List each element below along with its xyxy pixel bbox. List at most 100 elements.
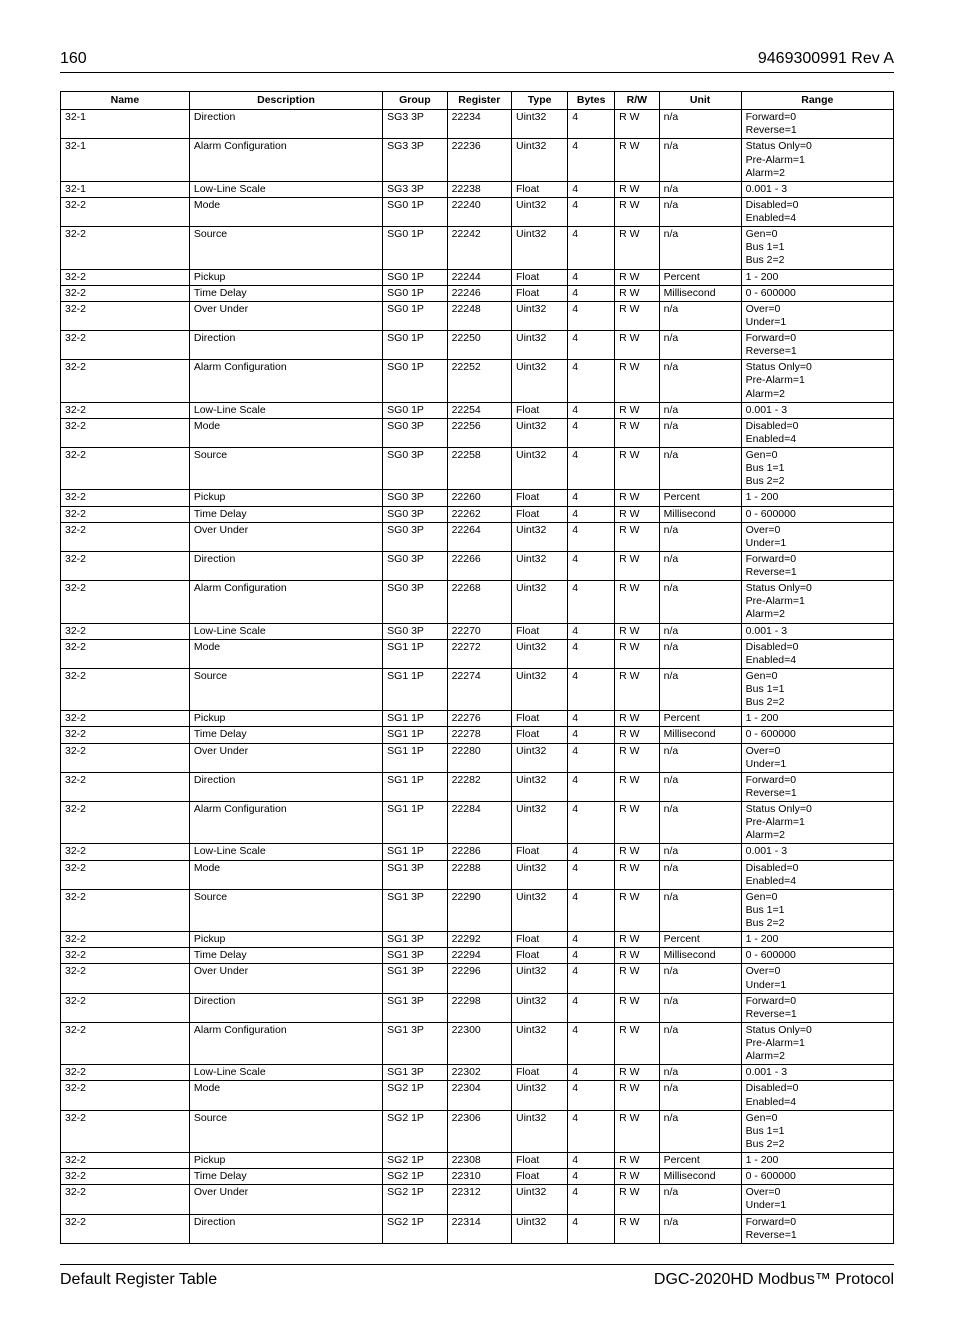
cell-type: Uint32 — [512, 1081, 568, 1110]
cell-register: 22266 — [447, 551, 511, 580]
cell-group: SG2 1P — [383, 1214, 447, 1243]
cell-unit: Millisecond — [659, 948, 741, 964]
table-row: 32-1Alarm ConfigurationSG3 3P22236Uint32… — [61, 139, 894, 181]
cell-name: 32-2 — [61, 932, 190, 948]
cell-range: Over=0 Under=1 — [741, 1185, 893, 1214]
cell-rw: R W — [615, 331, 660, 360]
cell-group: SG1 3P — [383, 993, 447, 1022]
table-row: 32-2Low-Line ScaleSG0 1P22254Float4R Wn/… — [61, 402, 894, 418]
cell-name: 32-2 — [61, 227, 190, 269]
cell-description: Alarm Configuration — [189, 360, 382, 402]
cell-group: SG0 3P — [383, 551, 447, 580]
table-row: 32-2Over UnderSG0 3P22264Uint324R Wn/aOv… — [61, 522, 894, 551]
cell-name: 32-2 — [61, 639, 190, 668]
cell-rw: R W — [615, 139, 660, 181]
cell-register: 22244 — [447, 269, 511, 285]
table-row: 32-2Over UnderSG0 1P22248Uint324R Wn/aOv… — [61, 301, 894, 330]
table-row: 32-2PickupSG1 1P22276Float4R WPercent1 -… — [61, 711, 894, 727]
cell-register: 22306 — [447, 1110, 511, 1152]
cell-name: 32-2 — [61, 1081, 190, 1110]
cell-name: 32-1 — [61, 110, 190, 139]
cell-type: Uint32 — [512, 448, 568, 490]
cell-rw: R W — [615, 227, 660, 269]
table-row: 32-2Time DelaySG1 1P22278Float4R WMillis… — [61, 727, 894, 743]
table-row: 32-2Low-Line ScaleSG0 3P22270Float4R Wn/… — [61, 623, 894, 639]
cell-description: Source — [189, 1110, 382, 1152]
cell-register: 22254 — [447, 402, 511, 418]
table-row: 32-2Over UnderSG1 3P22296Uint324R Wn/aOv… — [61, 964, 894, 993]
cell-register: 22314 — [447, 1214, 511, 1243]
cell-name: 32-2 — [61, 506, 190, 522]
table-row: 32-2Time DelaySG0 3P22262Float4R WMillis… — [61, 506, 894, 522]
cell-register: 22294 — [447, 948, 511, 964]
cell-name: 32-2 — [61, 331, 190, 360]
cell-bytes: 4 — [568, 1110, 615, 1152]
cell-bytes: 4 — [568, 623, 615, 639]
cell-rw: R W — [615, 301, 660, 330]
cell-description: Time Delay — [189, 727, 382, 743]
cell-register: 22284 — [447, 802, 511, 844]
cell-register: 22310 — [447, 1169, 511, 1185]
cell-range: Gen=0 Bus 1=1 Bus 2=2 — [741, 448, 893, 490]
cell-group: SG1 1P — [383, 639, 447, 668]
cell-name: 32-2 — [61, 1022, 190, 1064]
cell-unit: Millisecond — [659, 727, 741, 743]
cell-group: SG0 1P — [383, 301, 447, 330]
cell-group: SG0 1P — [383, 269, 447, 285]
cell-unit: n/a — [659, 964, 741, 993]
cell-group: SG0 3P — [383, 522, 447, 551]
table-row: 32-2PickupSG1 3P22292Float4R WPercent1 -… — [61, 932, 894, 948]
cell-name: 32-2 — [61, 1065, 190, 1081]
table-row: 32-2ModeSG0 3P22256Uint324R Wn/aDisabled… — [61, 418, 894, 447]
cell-description: Direction — [189, 551, 382, 580]
cell-range: Status Only=0 Pre-Alarm=1 Alarm=2 — [741, 139, 893, 181]
cell-type: Float — [512, 506, 568, 522]
table-row: 32-2DirectionSG2 1P22314Uint324R Wn/aFor… — [61, 1214, 894, 1243]
cell-group: SG0 1P — [383, 402, 447, 418]
cell-bytes: 4 — [568, 581, 615, 623]
cell-description: Mode — [189, 418, 382, 447]
cell-register: 22280 — [447, 743, 511, 772]
cell-type: Float — [512, 932, 568, 948]
table-row: 32-2ModeSG1 1P22272Uint324R Wn/aDisabled… — [61, 639, 894, 668]
cell-bytes: 4 — [568, 860, 615, 889]
cell-rw: R W — [615, 889, 660, 931]
cell-rw: R W — [615, 269, 660, 285]
cell-register: 22246 — [447, 285, 511, 301]
cell-bytes: 4 — [568, 197, 615, 226]
cell-unit: Percent — [659, 932, 741, 948]
cell-name: 32-2 — [61, 844, 190, 860]
cell-name: 32-2 — [61, 1110, 190, 1152]
cell-range: 1 - 200 — [741, 490, 893, 506]
cell-rw: R W — [615, 551, 660, 580]
cell-description: Source — [189, 889, 382, 931]
cell-register: 22272 — [447, 639, 511, 668]
cell-bytes: 4 — [568, 360, 615, 402]
cell-rw: R W — [615, 110, 660, 139]
cell-type: Float — [512, 1153, 568, 1169]
cell-name: 32-2 — [61, 197, 190, 226]
cell-description: Over Under — [189, 1185, 382, 1214]
cell-name: 32-2 — [61, 889, 190, 931]
cell-name: 32-2 — [61, 402, 190, 418]
cell-description: Mode — [189, 639, 382, 668]
cell-range: Gen=0 Bus 1=1 Bus 2=2 — [741, 889, 893, 931]
cell-register: 22256 — [447, 418, 511, 447]
cell-rw: R W — [615, 727, 660, 743]
col-header-range: Range — [741, 92, 893, 110]
cell-type: Uint32 — [512, 639, 568, 668]
cell-group: SG3 3P — [383, 110, 447, 139]
cell-description: Source — [189, 227, 382, 269]
cell-bytes: 4 — [568, 301, 615, 330]
table-row: 32-1Low-Line ScaleSG3 3P22238Float4R Wn/… — [61, 181, 894, 197]
cell-range: 1 - 200 — [741, 932, 893, 948]
cell-type: Uint32 — [512, 743, 568, 772]
cell-group: SG0 1P — [383, 285, 447, 301]
cell-description: Pickup — [189, 711, 382, 727]
col-header-group: Group — [383, 92, 447, 110]
cell-bytes: 4 — [568, 402, 615, 418]
cell-bytes: 4 — [568, 964, 615, 993]
cell-description: Low-Line Scale — [189, 844, 382, 860]
cell-description: Alarm Configuration — [189, 139, 382, 181]
cell-rw: R W — [615, 844, 660, 860]
